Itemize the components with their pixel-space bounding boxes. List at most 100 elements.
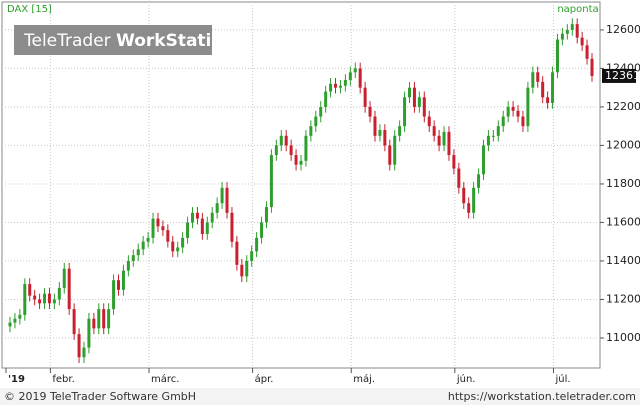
candle-body: [274, 145, 278, 156]
candle-body: [447, 131, 451, 156]
candle-body: [230, 212, 234, 242]
candle-body: [8, 322, 12, 327]
candle-body: [284, 135, 288, 146]
period-label: naponta: [557, 4, 598, 15]
candle-body: [580, 37, 584, 46]
candle-body: [481, 145, 485, 175]
candle-body: [57, 287, 61, 300]
candle-body: [590, 58, 594, 76]
candle-body: [531, 72, 535, 88]
candle-body: [235, 241, 239, 265]
candle-body: [77, 334, 81, 358]
candle-body: [52, 299, 56, 304]
last-price-box: [602, 68, 636, 83]
plot-frame: [1, 1, 601, 369]
candle-body: [343, 79, 347, 86]
x-tick-label: máj.: [353, 373, 375, 385]
candle-body: [363, 87, 367, 107]
candle-body: [269, 155, 273, 208]
candle-body: [462, 187, 466, 204]
candle-body: [329, 83, 333, 92]
candle-body: [117, 280, 121, 290]
candle-body: [506, 106, 510, 117]
candle-body: [378, 130, 382, 136]
y-tick-label: 11800: [606, 177, 640, 190]
x-tick-label: '19: [8, 374, 25, 385]
candle-body: [398, 126, 402, 136]
candle-body: [551, 72, 555, 104]
candle-body: [279, 135, 283, 146]
candle-body: [47, 293, 51, 304]
logo: TeleTrader WorkStation: [23, 31, 235, 51]
candle-body: [348, 72, 352, 80]
x-tick-label: júl.: [554, 373, 570, 385]
x-tick-label: febr.: [52, 374, 74, 385]
candle-body: [28, 284, 32, 296]
x-tick-label: jún.: [456, 373, 476, 385]
candle-body: [565, 29, 569, 34]
candle-body: [141, 241, 145, 250]
candle-body: [560, 33, 564, 40]
candle-body: [511, 106, 515, 111]
candle-body: [72, 309, 76, 335]
candle-body: [452, 155, 456, 169]
candle-body: [87, 318, 91, 348]
candle-body: [260, 222, 264, 238]
candle-body: [541, 81, 545, 98]
candle-body: [210, 212, 214, 223]
candle-body: [181, 237, 185, 248]
candle-body: [467, 203, 471, 213]
candle-body: [220, 187, 224, 204]
chart-title: DAX [15]: [7, 4, 52, 15]
candle-body: [432, 126, 436, 136]
candle-body: [373, 116, 377, 136]
candle-body: [131, 255, 135, 261]
candle-body: [521, 116, 525, 127]
candle-body: [136, 249, 140, 256]
y-tick-label: 12000: [606, 138, 640, 151]
candle-body: [575, 24, 579, 38]
y-tick-label: 12200: [606, 100, 640, 113]
y-tick-label: 11000: [606, 331, 640, 344]
candle-body: [62, 268, 66, 288]
copyright: © 2019 TeleTrader Software GmbH: [4, 390, 196, 403]
candle-body: [437, 135, 441, 146]
candle-body: [33, 295, 37, 300]
candle-body: [92, 318, 96, 329]
candle-body: [304, 135, 308, 161]
candle-body: [299, 160, 303, 165]
candle-body: [393, 135, 397, 165]
plot-layer: 1100011200114001160011800120001220012400…: [2, 2, 640, 385]
candle-body: [334, 83, 338, 88]
candle-body: [82, 347, 86, 358]
candle-body: [388, 145, 392, 165]
candle-body: [457, 168, 461, 188]
candle-body: [112, 280, 116, 310]
footer-url: https://workstation.teletrader.com: [448, 390, 636, 403]
candle-body: [240, 264, 244, 277]
candle-body: [166, 230, 170, 242]
candle-body: [156, 218, 160, 227]
candle-body: [403, 97, 407, 127]
footer-bar: [0, 388, 640, 405]
candle-body: [472, 187, 476, 213]
candle-body: [555, 39, 559, 73]
candle-body: [200, 218, 204, 234]
candle-body: [289, 145, 293, 156]
candle-body: [13, 318, 17, 323]
candle-body: [215, 203, 219, 213]
candle-body: [546, 97, 550, 104]
candle-body: [526, 87, 530, 127]
candle-body: [570, 24, 574, 30]
candle-body: [309, 126, 313, 136]
x-tick-label: márc.: [151, 373, 179, 385]
candle-body: [368, 106, 372, 117]
y-tick-label: 11600: [606, 215, 640, 228]
candle-body: [486, 135, 490, 146]
y-tick-label: 11200: [606, 292, 640, 305]
candle-body: [496, 126, 500, 136]
candle-body: [250, 251, 254, 261]
candle-body: [205, 222, 209, 234]
